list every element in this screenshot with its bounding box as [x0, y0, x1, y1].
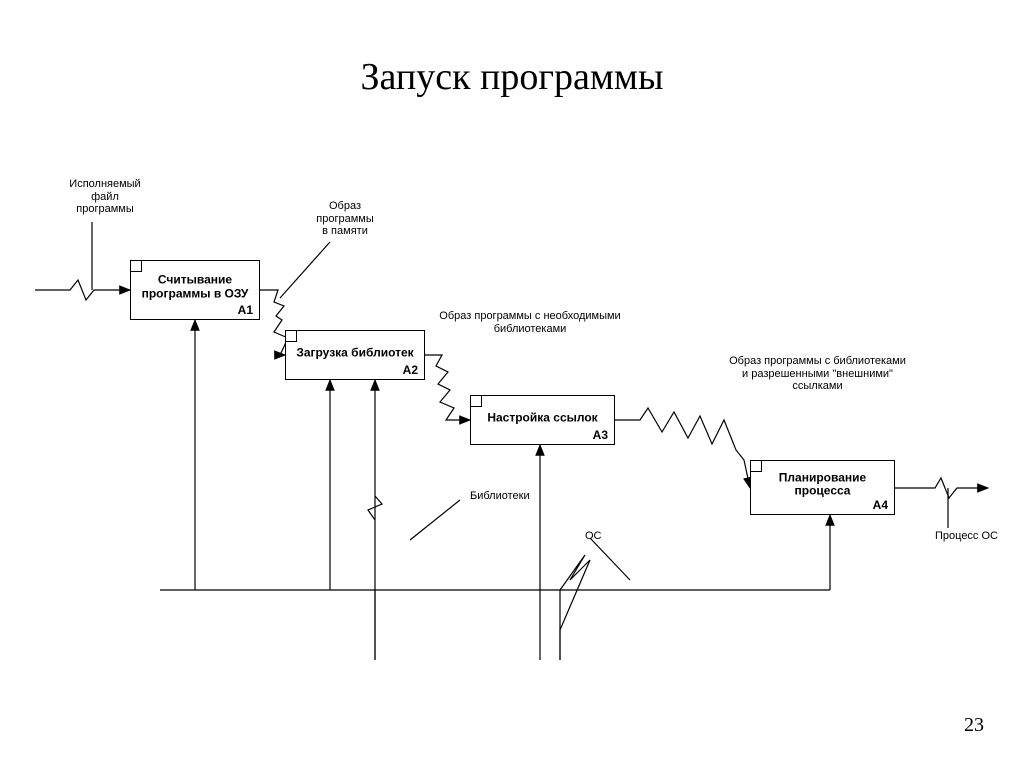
idef0-diagram: Считывание программы в ОЗУ А1 Загрузка б…: [30, 160, 994, 680]
caption-process-os: Процесс ОС: [935, 530, 1015, 543]
caption-image-libs: Образ программы с необходимыми библиотек…: [420, 310, 640, 335]
caption-libraries: Библиотеки: [470, 490, 550, 503]
node-a1-label: Считывание программы в ОЗУ: [135, 273, 255, 301]
node-a2-label: Загрузка библиотек: [290, 347, 420, 361]
node-a3-id: А3: [593, 428, 608, 442]
caption-os: ОС: [585, 530, 625, 543]
caption-input-file: Исполняемыйфайлпрограммы: [60, 178, 150, 216]
node-a3: Настройка ссылок А3: [470, 395, 615, 445]
node-a2: Загрузка библиотек А2: [285, 330, 425, 380]
node-a4-id: А4: [873, 498, 888, 512]
caption-image-ext: Образ программы с библиотеками и разреше…: [725, 355, 910, 393]
node-a4-label: Планирование процесса: [755, 471, 890, 499]
node-a4: Планирование процесса А4: [750, 460, 895, 515]
node-a1-id: А1: [238, 303, 253, 317]
page-number: 23: [964, 714, 984, 737]
node-a1: Считывание программы в ОЗУ А1: [130, 260, 260, 320]
caption-image-memory: Образпрограммыв памяти: [300, 200, 390, 238]
page-title: Запуск программы: [0, 55, 1024, 99]
node-a2-id: А2: [403, 363, 418, 377]
node-a3-label: Настройка ссылок: [475, 412, 610, 426]
